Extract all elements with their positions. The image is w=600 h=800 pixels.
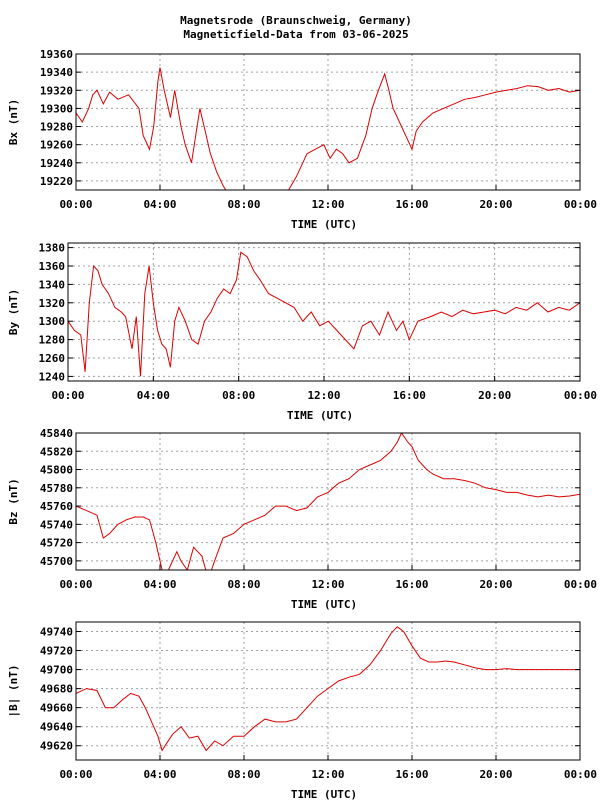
bx-ytick-label: 19320 — [40, 84, 73, 97]
bz-ytick-label: 45720 — [40, 537, 73, 550]
bz-ytick-label: 45840 — [40, 427, 73, 440]
by-ytick-label: 1260 — [39, 352, 66, 365]
chart-panels: 19220 19240 19260 19280 19300 19320 19340 19360… — [7, 48, 597, 800]
bz-xtick-label: 00:00 — [59, 578, 92, 591]
bz-series-line — [76, 433, 580, 570]
by-ytick-label: 1340 — [39, 278, 66, 291]
bx-series-line — [76, 67, 580, 190]
bx-xtick-label: 08:00 — [227, 198, 260, 211]
bx-xtick-label: 04:00 — [143, 198, 176, 211]
bx-ytick-label: 19300 — [40, 102, 73, 115]
bz-ytick-label: 45820 — [40, 445, 73, 458]
bz-xtick-label: 20:00 — [479, 578, 512, 591]
by-xaxis-label: TIME (UTC) — [287, 409, 353, 422]
bz-xtick-label: 08:00 — [227, 578, 260, 591]
by-xtick-label: 00:00 — [564, 389, 597, 402]
bz-ytick-label: 45740 — [40, 518, 73, 531]
bx-ytick-label: 19240 — [40, 157, 73, 170]
by-xtick-label: 04:00 — [137, 389, 170, 402]
btotal-ytick-label: 49740 — [40, 626, 73, 639]
bx-ytick-label: 19340 — [40, 66, 73, 79]
bx-xaxis-label: TIME (UTC) — [291, 218, 357, 231]
bz-xtick-label: 04:00 — [143, 578, 176, 591]
bz-ytick-label: 45700 — [40, 555, 73, 568]
bz-xaxis-label: TIME (UTC) — [291, 598, 357, 611]
by-xtick-label: 16:00 — [393, 389, 426, 402]
btotal-ytick-label: 49620 — [40, 740, 73, 753]
bx-xtick-label: 00:00 — [564, 198, 597, 211]
btotal-xtick-label: 04:00 — [143, 768, 176, 781]
bz-xtick-label: 12:00 — [311, 578, 344, 591]
btotal-yaxis-label: |B| (nT) — [7, 665, 20, 718]
bx-ytick-label: 19360 — [40, 48, 73, 61]
btotal-ytick-label: 49720 — [40, 645, 73, 658]
bz-xtick-label: 16:00 — [395, 578, 428, 591]
bx-ytick-label: 19280 — [40, 121, 73, 134]
bx-ytick-label: 19220 — [40, 175, 73, 188]
by-series-line — [68, 251, 580, 377]
bz-xtick-label: 00:00 — [564, 578, 597, 591]
btotal-ytick-label: 49640 — [40, 721, 73, 734]
bx-xtick-label: 12:00 — [311, 198, 344, 211]
bx-xtick-label: 16:00 — [395, 198, 428, 211]
btotal-xtick-label: 12:00 — [311, 768, 344, 781]
by-xtick-label: 08:00 — [222, 389, 255, 402]
by-ytick-label: 1360 — [39, 260, 66, 273]
btotal-xaxis-label: TIME (UTC) — [291, 788, 357, 800]
by-xtick-label: 20:00 — [478, 389, 511, 402]
bx-ytick-label: 19260 — [40, 139, 73, 152]
bx-panel: 19220 19240 19260 19280 19300 19320 19340 19360… — [7, 48, 597, 231]
figure-title-line2: Magneticfield-Data from 03-06-2025 — [183, 28, 408, 41]
btotal-panel: 49620 49640 49660 49680 49700 49720 49740 00:00… — [7, 621, 597, 800]
bz-yaxis-label: Bz (nT) — [7, 478, 20, 524]
btotal-xtick-label: 16:00 — [395, 768, 428, 781]
bz-ytick-label: 45800 — [40, 464, 73, 477]
by-ytick-label: 1240 — [39, 370, 66, 383]
btotal-xtick-label: 00:00 — [564, 768, 597, 781]
btotal-ytick-label: 49700 — [40, 664, 73, 677]
bx-xtick-label: 20:00 — [479, 198, 512, 211]
bz-panel: 45700 45720 45740 45760 45780 45800 45820 45840… — [7, 427, 597, 611]
by-panel: 1240 1260 1280 1300 1320 1340 1360 1380 00:00 04:… — [7, 242, 597, 422]
by-yaxis-label: By (nT) — [7, 289, 20, 335]
by-ytick-label: 1380 — [39, 242, 66, 255]
btotal-ytick-label: 49660 — [40, 702, 73, 715]
by-ytick-label: 1320 — [39, 297, 66, 310]
figure-title-line1: Magnetsrode (Braunschweig, Germany) — [180, 14, 412, 27]
by-ytick-label: 1280 — [39, 334, 66, 347]
by-ytick-label: 1300 — [39, 315, 66, 328]
bx-yaxis-label: Bx (nT) — [7, 99, 20, 145]
btotal-xtick-label: 00:00 — [59, 768, 92, 781]
btotal-series-line — [76, 626, 580, 752]
bz-ytick-label: 45780 — [40, 482, 73, 495]
by-xtick-label: 12:00 — [307, 389, 340, 402]
btotal-xtick-label: 08:00 — [227, 768, 260, 781]
bz-ytick-label: 45760 — [40, 500, 73, 513]
btotal-ytick-label: 49680 — [40, 683, 73, 696]
bx-xtick-label: 00:00 — [59, 198, 92, 211]
btotal-xtick-label: 20:00 — [479, 768, 512, 781]
by-xtick-label: 00:00 — [51, 389, 84, 402]
